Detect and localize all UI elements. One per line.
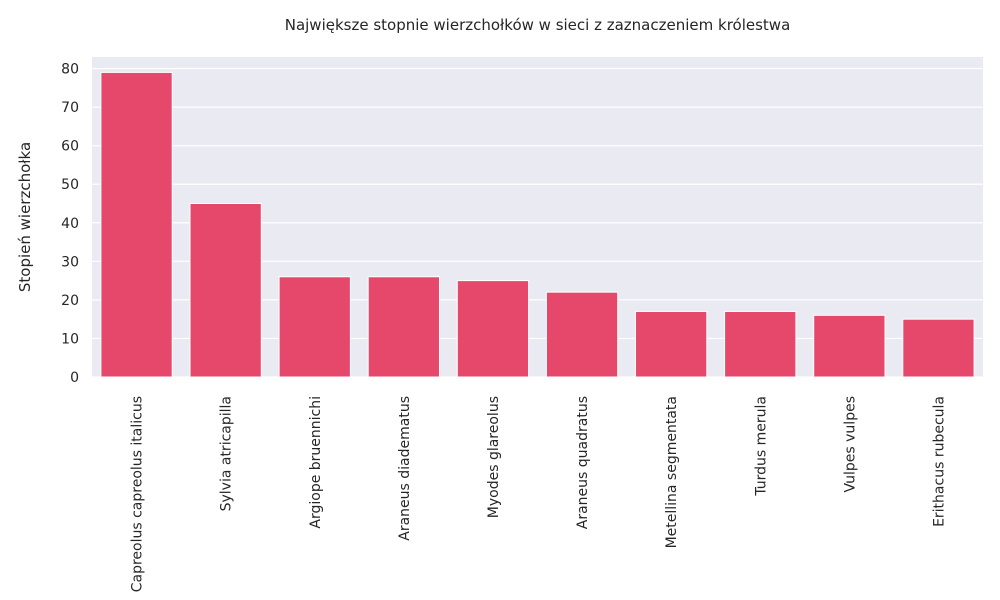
bar-9	[813, 314, 886, 378]
x-tick-label: Sylvia atricapilla	[219, 396, 235, 511]
x-tick-label: Araneus quadratus	[575, 396, 591, 529]
y-tick-label: 10	[61, 331, 79, 347]
bar-5	[456, 280, 530, 378]
x-tick-label: Myodes glareolus	[486, 396, 502, 518]
y-tick-label: 30	[61, 254, 79, 270]
y-tick-label: 40	[61, 216, 79, 232]
y-tick-labels: 0 10 20 30 40 50 60 70 80	[61, 62, 79, 386]
bar-10	[902, 318, 975, 378]
y-axis-label: Stopień wierzchołka	[16, 142, 34, 292]
x-tick-label: Erithacus rubecula	[931, 396, 947, 527]
y-tick-label: 60	[61, 139, 79, 155]
bar-1	[100, 71, 173, 378]
x-tick-label: Argiope bruennichi	[308, 396, 324, 529]
y-tick-label: 70	[61, 100, 79, 116]
x-tick-label: Metellina segmentata	[664, 396, 680, 548]
bar-6	[545, 291, 619, 378]
bar-4	[367, 276, 440, 378]
y-tick-label: 80	[61, 62, 79, 78]
x-tick-label: Capreolus capreolus italicus	[130, 396, 146, 592]
bars	[100, 71, 975, 378]
bar-8	[724, 310, 797, 378]
x-tick-label: Araneus diadematus	[397, 396, 413, 541]
x-tick-label: Turdus merula	[753, 396, 769, 497]
y-tick-label: 50	[61, 177, 79, 193]
bar-7	[635, 310, 708, 378]
y-tick-label: 20	[61, 293, 79, 309]
bar-2	[189, 203, 262, 378]
x-tick-labels: Capreolus capreolus italicus Sylvia atric…	[130, 396, 948, 592]
x-tick-label: Vulpes vulpes	[842, 396, 858, 492]
bar-3	[278, 276, 351, 378]
chart-title: Największe stopnie wierzchołków w sieci …	[285, 16, 791, 34]
y-tick-label: 0	[70, 370, 79, 386]
